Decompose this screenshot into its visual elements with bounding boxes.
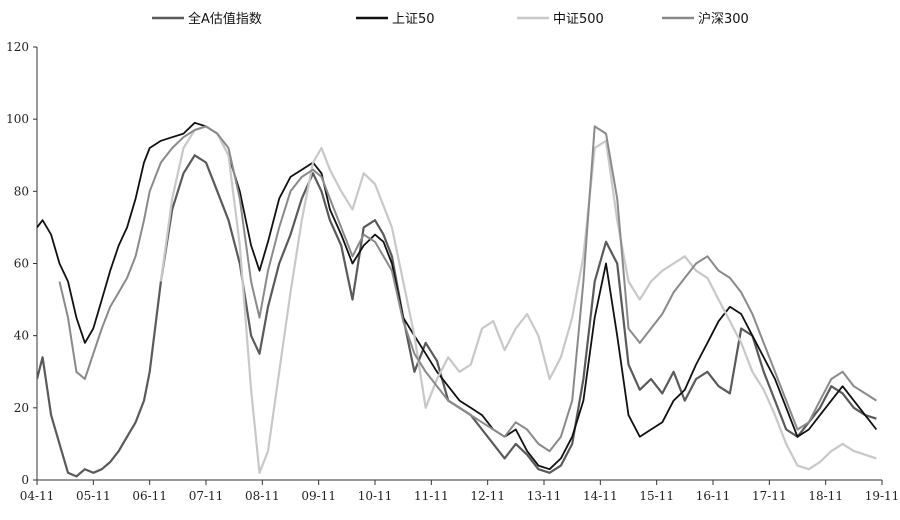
x-tick-label: 19-11	[865, 489, 900, 503]
x-tick-label: 10-11	[358, 489, 393, 503]
series-line-0	[37, 154, 877, 478]
x-tick-label: 04-11	[20, 489, 55, 503]
y-tick-label: 60	[14, 257, 29, 271]
x-tick-label: 08-11	[245, 489, 280, 503]
y-tick-label: 120	[6, 40, 29, 54]
x-tick-label: 18-11	[808, 489, 843, 503]
series-line-2	[159, 125, 877, 474]
legend-label-2: 中证500	[553, 12, 604, 27]
y-tick-label: 80	[14, 184, 29, 198]
y-tick-label: 40	[14, 329, 29, 343]
legend-label-0: 全A估值指数	[188, 11, 262, 27]
x-tick-label: 05-11	[76, 489, 111, 503]
x-tick-label: 13-11	[527, 489, 562, 503]
y-tick-label: 20	[14, 401, 29, 415]
x-tick-label: 15-11	[639, 489, 674, 503]
legend-label-3: 沪深300	[698, 11, 749, 27]
x-tick-label: 14-11	[583, 489, 618, 503]
y-tick-label: 0	[21, 473, 29, 487]
x-tick-label: 12-11	[470, 489, 505, 503]
x-tick-label: 16-11	[696, 489, 731, 503]
y-tick-label: 100	[6, 112, 29, 126]
x-tick-label: 09-11	[301, 489, 336, 503]
x-tick-label: 07-11	[189, 489, 224, 503]
x-tick-label: 17-11	[752, 489, 787, 503]
x-tick-label: 06-11	[132, 489, 167, 503]
series-line-3	[58, 125, 877, 453]
legend-label-1: 上证50	[392, 12, 435, 27]
x-tick-label: 11-11	[414, 489, 449, 503]
series-line-1	[37, 121, 878, 471]
